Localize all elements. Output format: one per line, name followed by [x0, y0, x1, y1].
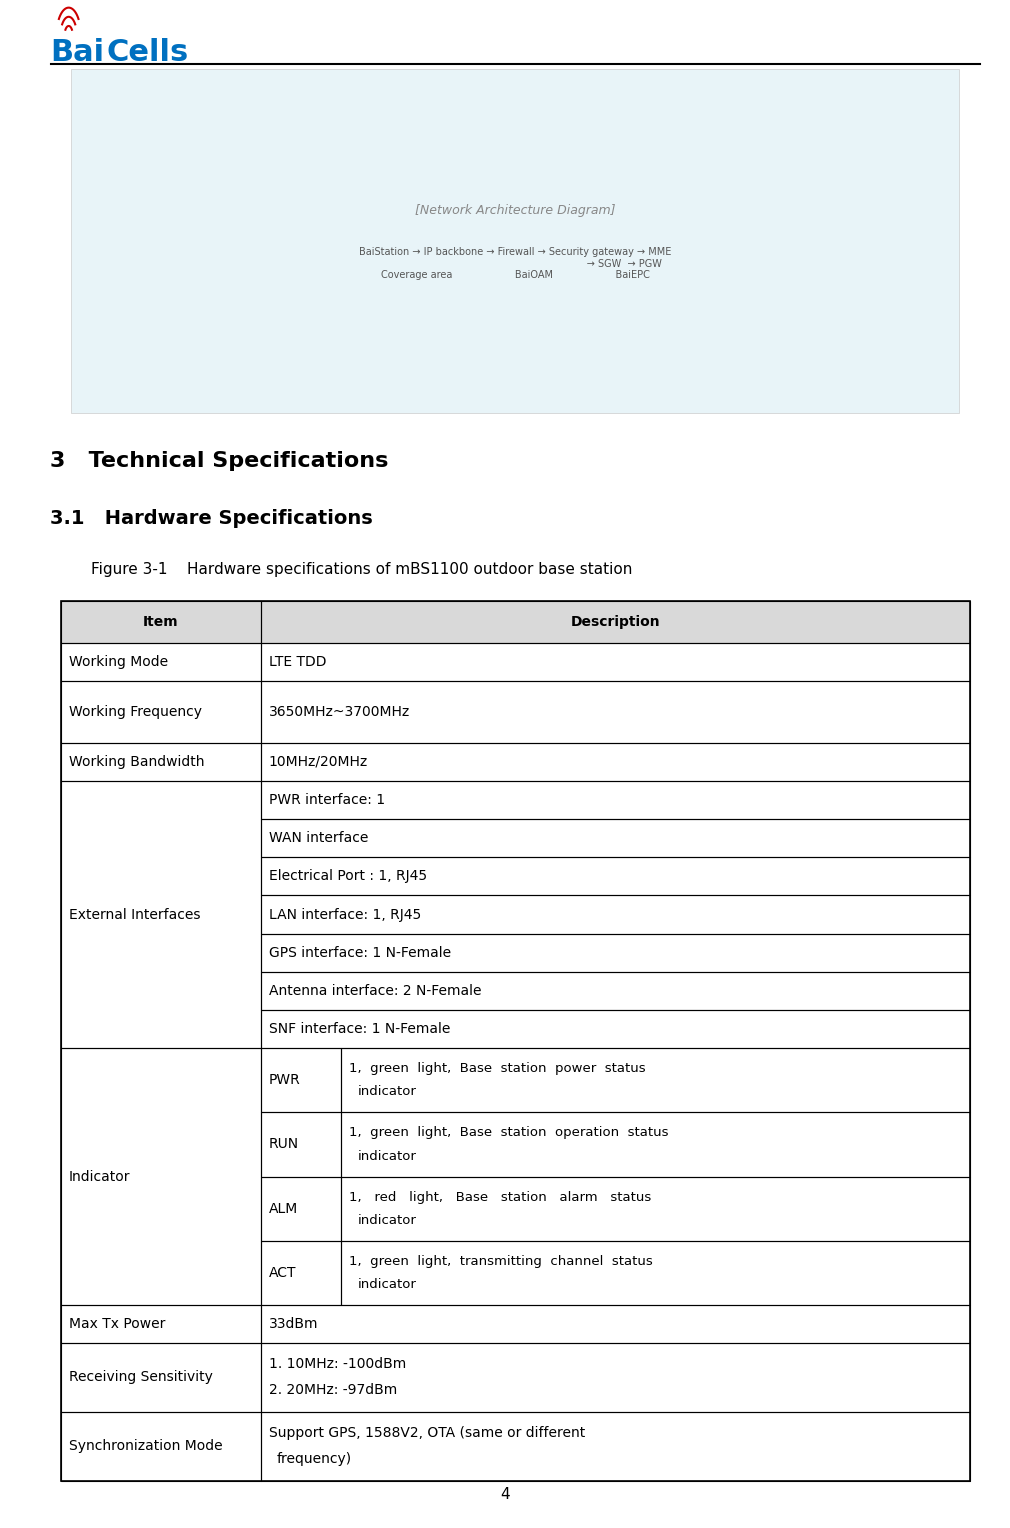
Text: Support GPS, 1588V2, OTA (same or different: Support GPS, 1588V2, OTA (same or differ…: [269, 1426, 585, 1439]
Bar: [61, 601, 261, 643]
Bar: [261, 601, 970, 643]
Text: Item: Item: [142, 614, 179, 630]
Bar: [61, 601, 970, 1481]
Text: Electrical Port : 1, RJ45: Electrical Port : 1, RJ45: [269, 869, 427, 883]
Text: indicator: indicator: [358, 1277, 416, 1291]
Text: 1. 10MHz: -100dBm: 1. 10MHz: -100dBm: [269, 1357, 406, 1371]
Text: External Interfaces: External Interfaces: [69, 908, 200, 921]
Bar: [261, 743, 970, 781]
Bar: [261, 1048, 341, 1112]
Bar: [341, 1241, 970, 1305]
Bar: [61, 1305, 261, 1343]
Text: 4: 4: [500, 1487, 510, 1502]
Bar: [261, 1241, 341, 1305]
Text: BaiStation → IP backbone → Firewall → Security gateway → MME
                   : BaiStation → IP backbone → Firewall → Se…: [359, 248, 672, 280]
Text: 1,  green  light,  transmitting  channel  status: 1, green light, transmitting channel sta…: [349, 1254, 653, 1268]
Bar: [261, 1010, 970, 1048]
Text: Working Bandwidth: Working Bandwidth: [69, 755, 204, 769]
Text: SNF interface: 1 N-Female: SNF interface: 1 N-Female: [269, 1022, 450, 1036]
Text: Receiving Sensitivity: Receiving Sensitivity: [69, 1371, 212, 1384]
Text: Description: Description: [571, 614, 660, 630]
Text: Synchronization Mode: Synchronization Mode: [69, 1439, 222, 1453]
Text: [Network Architecture Diagram]: [Network Architecture Diagram]: [415, 203, 615, 217]
Text: Figure 3-1    Hardware specifications of mBS1100 outdoor base station: Figure 3-1 Hardware specifications of mB…: [91, 562, 632, 578]
Bar: [261, 857, 970, 895]
Text: 3.1   Hardware Specifications: 3.1 Hardware Specifications: [50, 509, 374, 527]
Bar: [261, 1412, 970, 1481]
Text: RUN: RUN: [269, 1137, 299, 1152]
Bar: [261, 1177, 341, 1241]
Bar: [61, 1048, 261, 1305]
Bar: [61, 1412, 261, 1481]
Bar: [261, 681, 970, 743]
Text: 1,  green  light,  Base  station  operation  status: 1, green light, Base station operation s…: [349, 1126, 669, 1140]
Text: ALM: ALM: [269, 1201, 298, 1216]
Text: 3   Technical Specifications: 3 Technical Specifications: [50, 451, 389, 471]
Text: indicator: indicator: [358, 1149, 416, 1163]
Bar: [341, 1177, 970, 1241]
Text: Working Mode: Working Mode: [69, 656, 168, 669]
Bar: [261, 1305, 970, 1343]
Text: LTE TDD: LTE TDD: [269, 656, 326, 669]
Text: frequency): frequency): [277, 1452, 351, 1465]
Text: 10MHz/20MHz: 10MHz/20MHz: [269, 755, 368, 769]
Bar: [261, 1112, 341, 1177]
Bar: [261, 972, 970, 1010]
Text: PWR: PWR: [269, 1073, 300, 1088]
Text: Bai: Bai: [50, 38, 105, 67]
Bar: [61, 1343, 261, 1412]
Bar: [61, 643, 261, 681]
Text: 33dBm: 33dBm: [269, 1317, 318, 1331]
Bar: [261, 643, 970, 681]
Bar: [61, 681, 261, 743]
Text: indicator: indicator: [358, 1213, 416, 1227]
Bar: [261, 601, 970, 643]
Text: Max Tx Power: Max Tx Power: [69, 1317, 165, 1331]
Bar: [261, 1343, 970, 1412]
Bar: [61, 781, 261, 1048]
Bar: [261, 895, 970, 934]
Bar: [341, 1112, 970, 1177]
Text: 1,  green  light,  Base  station  power  status: 1, green light, Base station power statu…: [349, 1062, 646, 1076]
Bar: [261, 934, 970, 972]
Text: Antenna interface: 2 N-Female: Antenna interface: 2 N-Female: [269, 984, 481, 998]
Text: ACT: ACT: [269, 1265, 296, 1280]
Text: 1,   red   light,   Base   station   alarm   status: 1, red light, Base station alarm status: [349, 1190, 651, 1204]
Text: 2. 20MHz: -97dBm: 2. 20MHz: -97dBm: [269, 1383, 397, 1397]
Bar: [341, 1048, 970, 1112]
Text: GPS interface: 1 N-Female: GPS interface: 1 N-Female: [269, 946, 450, 960]
Text: PWR interface: 1: PWR interface: 1: [269, 793, 385, 807]
Text: Indicator: Indicator: [69, 1169, 130, 1184]
Bar: [261, 819, 970, 857]
Bar: [61, 601, 261, 643]
Text: LAN interface: 1, RJ45: LAN interface: 1, RJ45: [269, 908, 421, 921]
Bar: [61, 743, 261, 781]
Bar: [261, 781, 970, 819]
Text: Cells: Cells: [106, 38, 188, 67]
Text: indicator: indicator: [358, 1085, 416, 1099]
Text: 3650MHz~3700MHz: 3650MHz~3700MHz: [269, 704, 410, 720]
Text: WAN interface: WAN interface: [269, 831, 368, 845]
Text: Working Frequency: Working Frequency: [69, 704, 202, 720]
Bar: [71, 69, 959, 413]
